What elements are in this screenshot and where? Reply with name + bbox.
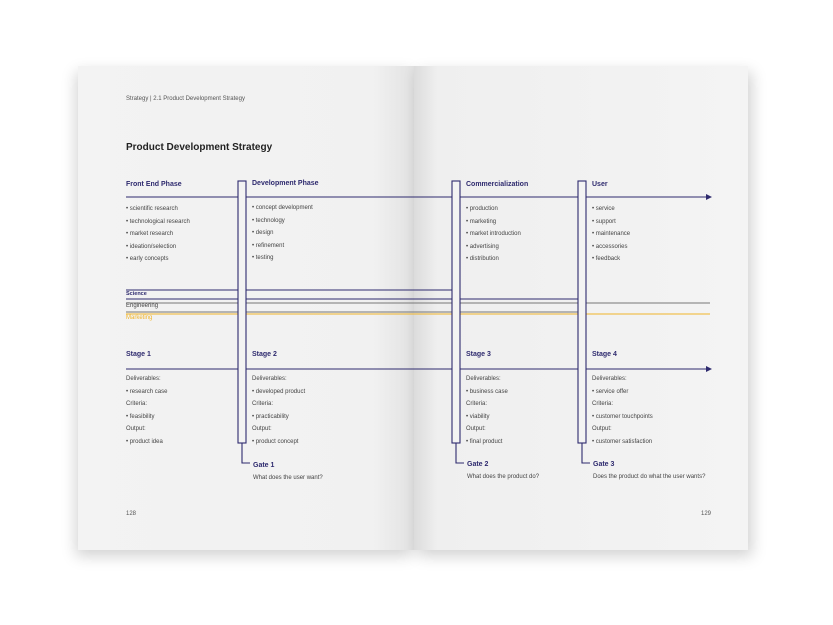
phase-user-items: • service • support • maintenance • acce… <box>592 203 630 266</box>
stage-line: Output: <box>252 426 272 432</box>
stage-1-details: Deliverables: • research case Criteria: … <box>126 373 167 448</box>
list-item: • ideation/selection <box>126 243 177 250</box>
stage-line: • product idea <box>126 438 163 445</box>
list-item: • scientific research <box>126 206 178 212</box>
open-book: Strategy | 2.1 Product Development Strat… <box>78 66 748 550</box>
gate-3-pillar <box>577 180 587 444</box>
list-item: • accessories <box>592 243 628 250</box>
stage-line: Criteria: <box>126 401 148 407</box>
gate-1-pillar <box>237 180 247 444</box>
stage-line: • practicability <box>252 413 289 420</box>
list-item: • service <box>592 206 615 212</box>
stage-line: • service offer <box>592 388 629 395</box>
stage-line: Deliverables: <box>126 376 161 382</box>
stage-arrow-head <box>706 366 712 372</box>
stage-line: Deliverables: <box>466 376 501 382</box>
gate-2-title: Gate 2 <box>467 461 489 468</box>
stage-line: Deliverables: <box>592 376 627 382</box>
list-item: • concept development <box>252 205 313 211</box>
list-item: • support <box>592 218 616 225</box>
stage-line: • feasibility <box>126 413 155 420</box>
list-item: • early concepts <box>126 256 169 262</box>
list-item: • distribution <box>466 256 499 262</box>
stage-line: Criteria: <box>252 401 274 407</box>
gate-2-pillar <box>451 180 461 444</box>
list-item: • production <box>466 206 498 212</box>
right-page-number: 129 <box>701 511 712 517</box>
list-item: • market introduction <box>466 231 521 237</box>
list-item: • marketing <box>466 218 497 225</box>
gate-2-connector <box>455 443 464 464</box>
band-marketing-label: Marketing <box>126 315 153 321</box>
band-science-label: Science <box>126 291 147 297</box>
phase-commercialization-items: • production • marketing • market introd… <box>466 203 521 266</box>
phase-development-title: Development Phase <box>252 180 319 187</box>
stage-line: • customer satisfaction <box>592 438 653 445</box>
list-item: • maintenance <box>592 231 631 237</box>
phase-arrow-head <box>706 194 712 200</box>
stage-line: • viability <box>466 413 490 420</box>
stage-line: • product concept <box>252 438 299 445</box>
phase-user-title: User <box>592 181 608 188</box>
gate-1-connector <box>241 443 250 464</box>
list-item: • advertising <box>466 243 499 250</box>
gate-2-question: What does the product do? <box>467 474 540 480</box>
stage-2-title: Stage 2 <box>252 351 277 358</box>
phase-front-end-items: • scientific research • technological re… <box>126 203 190 266</box>
list-item: • design <box>252 230 274 236</box>
stage-line: • final product <box>466 438 503 445</box>
stage-line: Criteria: <box>592 401 614 407</box>
stage-3-details: Deliverables: • business case Criteria: … <box>466 373 508 448</box>
breadcrumb: Strategy | 2.1 Product Development Strat… <box>126 96 245 102</box>
phase-commercialization-title: Commercialization <box>466 181 529 188</box>
stage-1-title: Stage 1 <box>126 351 151 358</box>
gate-3-question: Does the product do what the user wants? <box>593 474 706 480</box>
page-title: Product Development Strategy <box>126 142 273 153</box>
list-item: • testing <box>252 255 274 261</box>
stage-line: Criteria: <box>466 401 488 407</box>
strategy-diagram <box>126 180 712 464</box>
stage-line: • developed product <box>252 388 306 395</box>
stage-line: • business case <box>466 388 508 395</box>
gate-3-connector <box>581 443 590 464</box>
stage-3-title: Stage 3 <box>466 351 491 358</box>
gate-1-title: Gate 1 <box>253 462 275 469</box>
band-engineering-label: Engineering <box>126 303 159 309</box>
list-item: • technology <box>252 217 285 224</box>
list-item: • technological research <box>126 218 190 225</box>
stage-line: Output: <box>466 426 486 432</box>
list-item: • market research <box>126 231 174 237</box>
stage-line: Output: <box>126 426 146 432</box>
phase-development-items: • concept development • technology • des… <box>252 202 313 265</box>
stage-line: • research case <box>126 388 168 395</box>
stage-line: Output: <box>592 426 612 432</box>
list-item: • refinement <box>252 242 285 249</box>
left-page-number: 128 <box>126 511 137 517</box>
phase-front-end-title: Front End Phase <box>126 181 182 188</box>
stage-2-details: Deliverables: • developed product Criter… <box>252 373 305 448</box>
stage-4-details: Deliverables: • service offer Criteria: … <box>592 373 653 448</box>
gate-3-title: Gate 3 <box>593 461 615 468</box>
stage-line: • customer touchpoints <box>592 413 653 420</box>
stage-4-title: Stage 4 <box>592 351 617 358</box>
list-item: • feedback <box>592 256 621 262</box>
gate-1-question: What does the user want? <box>253 475 323 481</box>
stage-line: Deliverables: <box>252 376 287 382</box>
